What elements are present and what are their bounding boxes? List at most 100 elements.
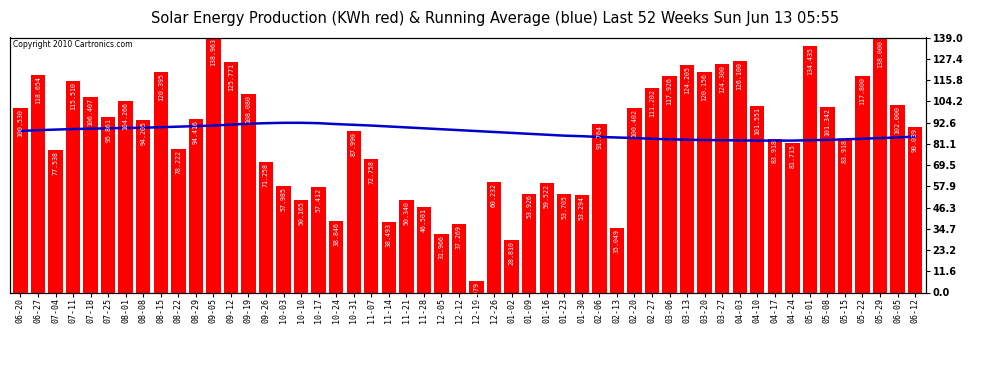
Text: 106.407: 106.407 bbox=[87, 98, 94, 126]
Text: 60.232: 60.232 bbox=[491, 183, 497, 207]
Text: 134.435: 134.435 bbox=[807, 47, 813, 75]
Text: Copyright 2010 Cartronics.com: Copyright 2010 Cartronics.com bbox=[13, 40, 132, 49]
Text: Solar Energy Production (KWh red) & Running Average (blue) Last 52 Weeks Sun Jun: Solar Energy Production (KWh red) & Runn… bbox=[150, 11, 840, 26]
Bar bbox=[487, 182, 501, 292]
Bar bbox=[767, 138, 782, 292]
Text: 101.342: 101.342 bbox=[825, 108, 831, 135]
Bar bbox=[662, 76, 677, 292]
Bar bbox=[890, 105, 905, 292]
Text: 95.861: 95.861 bbox=[105, 117, 111, 141]
Bar bbox=[821, 106, 835, 292]
Bar bbox=[312, 187, 326, 292]
Bar bbox=[189, 119, 203, 292]
Text: 102.000: 102.000 bbox=[895, 106, 901, 134]
Bar bbox=[715, 64, 730, 292]
Bar bbox=[276, 186, 291, 292]
Bar bbox=[258, 162, 273, 292]
Bar bbox=[31, 75, 46, 292]
Text: 57.412: 57.412 bbox=[316, 188, 322, 212]
Text: 46.501: 46.501 bbox=[421, 208, 427, 232]
Text: 120.395: 120.395 bbox=[157, 72, 163, 100]
Text: 72.758: 72.758 bbox=[368, 160, 374, 184]
Text: 100.402: 100.402 bbox=[632, 109, 638, 137]
Bar bbox=[610, 228, 624, 292]
Text: 50.165: 50.165 bbox=[298, 201, 304, 225]
Text: 117.926: 117.926 bbox=[666, 77, 672, 105]
Text: 91.764: 91.764 bbox=[596, 125, 602, 149]
Bar bbox=[83, 97, 98, 292]
Text: 126.100: 126.100 bbox=[737, 62, 742, 90]
Text: 28.810: 28.810 bbox=[509, 241, 515, 265]
Bar bbox=[505, 240, 519, 292]
Bar bbox=[522, 194, 537, 292]
Bar bbox=[803, 46, 817, 292]
Bar bbox=[381, 222, 396, 292]
Text: 94.416: 94.416 bbox=[193, 120, 199, 144]
Bar bbox=[417, 207, 431, 292]
Text: 104.266: 104.266 bbox=[123, 102, 129, 130]
Text: 71.258: 71.258 bbox=[263, 163, 269, 187]
Text: 35.049: 35.049 bbox=[614, 229, 620, 253]
Text: 31.966: 31.966 bbox=[439, 235, 445, 259]
Bar bbox=[242, 94, 255, 292]
Bar bbox=[750, 106, 764, 292]
Bar bbox=[435, 234, 448, 292]
Text: 53.926: 53.926 bbox=[526, 195, 533, 219]
Bar bbox=[346, 131, 361, 292]
Text: 124.205: 124.205 bbox=[684, 66, 690, 93]
Text: 138.000: 138.000 bbox=[877, 40, 883, 68]
Bar bbox=[469, 281, 484, 292]
Bar bbox=[908, 128, 923, 292]
Bar bbox=[733, 61, 746, 292]
Bar bbox=[838, 138, 852, 292]
Bar bbox=[785, 142, 800, 292]
Text: 53.294: 53.294 bbox=[579, 196, 585, 220]
Text: 77.538: 77.538 bbox=[52, 151, 58, 175]
Bar bbox=[399, 200, 414, 292]
Bar bbox=[206, 38, 221, 292]
Text: 59.522: 59.522 bbox=[544, 184, 549, 208]
Bar bbox=[364, 159, 378, 292]
Text: 115.510: 115.510 bbox=[70, 81, 76, 110]
Text: 83.918: 83.918 bbox=[772, 140, 778, 164]
Bar bbox=[294, 201, 308, 292]
Text: 138.963: 138.963 bbox=[211, 39, 217, 66]
Bar bbox=[171, 149, 185, 292]
Text: 120.156: 120.156 bbox=[702, 73, 708, 101]
Text: 53.705: 53.705 bbox=[561, 195, 567, 219]
Text: 108.080: 108.080 bbox=[246, 95, 251, 123]
Text: 50.340: 50.340 bbox=[403, 201, 410, 225]
Bar bbox=[697, 72, 712, 292]
Text: 38.493: 38.493 bbox=[386, 223, 392, 247]
Bar bbox=[119, 101, 133, 292]
Bar bbox=[153, 72, 168, 292]
Bar bbox=[49, 150, 62, 292]
Bar bbox=[540, 183, 554, 292]
Text: 81.715: 81.715 bbox=[789, 144, 795, 168]
Text: 57.985: 57.985 bbox=[280, 187, 286, 211]
Bar bbox=[628, 108, 642, 292]
Text: 83.918: 83.918 bbox=[842, 140, 848, 164]
Text: 125.771: 125.771 bbox=[228, 63, 234, 91]
Bar bbox=[644, 88, 659, 292]
Text: 101.551: 101.551 bbox=[754, 107, 760, 135]
Bar bbox=[101, 117, 115, 292]
Text: 94.205: 94.205 bbox=[141, 121, 147, 145]
Bar bbox=[592, 124, 607, 292]
Text: 37.269: 37.269 bbox=[456, 225, 462, 249]
Bar bbox=[66, 81, 80, 292]
Text: 118.654: 118.654 bbox=[35, 76, 41, 104]
Bar bbox=[136, 120, 150, 292]
Text: 78.222: 78.222 bbox=[175, 150, 181, 174]
Text: 117.800: 117.800 bbox=[859, 77, 865, 105]
Text: 38.846: 38.846 bbox=[334, 222, 340, 246]
Bar bbox=[13, 108, 28, 292]
Bar bbox=[451, 224, 466, 292]
Bar bbox=[557, 194, 571, 292]
Bar bbox=[855, 76, 869, 292]
Text: 6.079: 6.079 bbox=[473, 282, 479, 302]
Text: 90.039: 90.039 bbox=[912, 128, 918, 152]
Text: 87.990: 87.990 bbox=[350, 132, 356, 156]
Text: 111.202: 111.202 bbox=[649, 89, 655, 117]
Bar bbox=[574, 195, 589, 292]
